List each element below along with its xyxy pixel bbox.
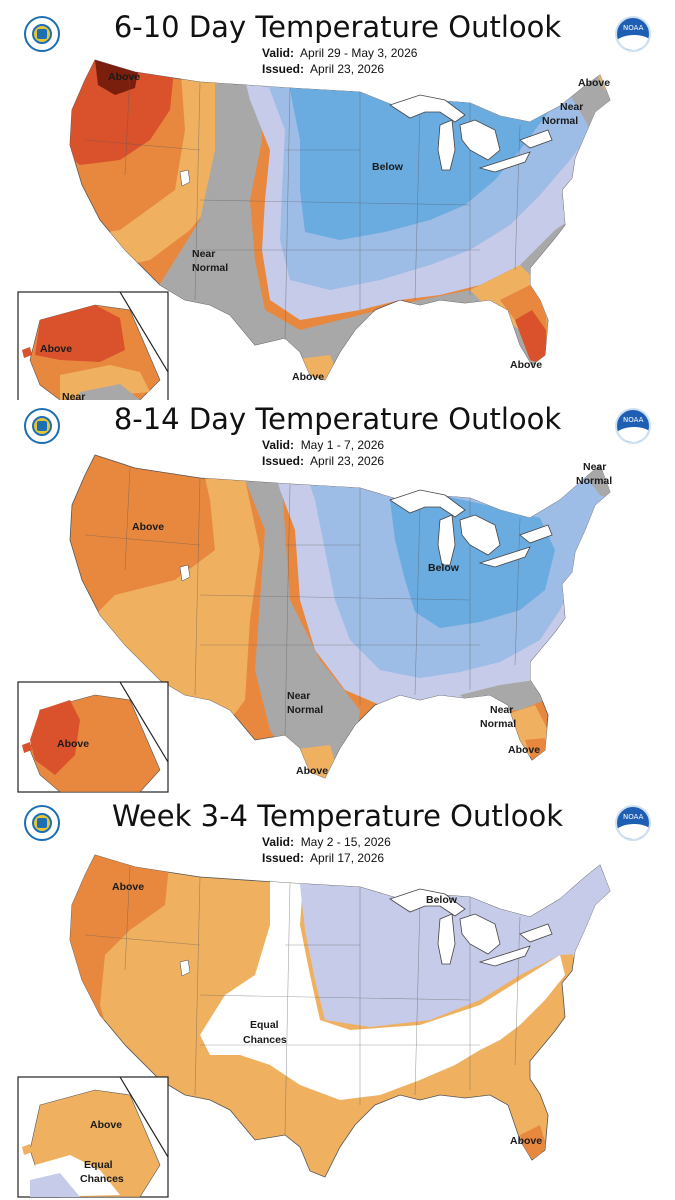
alaska-inset [17, 681, 169, 793]
valid-line: Valid: May 1 - 7, 2026 [262, 438, 384, 452]
noaa-logo [615, 16, 651, 52]
issued-line: Issued: April 23, 2026 [262, 62, 384, 76]
label-ak-above: Above [90, 1119, 122, 1131]
label-near-se-1: Near [490, 704, 513, 716]
issued-date: April 17, 2026 [310, 851, 385, 865]
issued-date: April 23, 2026 [310, 62, 385, 76]
issued-label: Issued: [262, 62, 305, 76]
panel-title: Week 3-4 Temperature Outlook [111, 799, 564, 833]
state-lines [84, 71, 521, 341]
label-near-ne-2: Normal [576, 475, 612, 487]
panel-title: 6-10 Day Temperature Outlook [113, 10, 562, 44]
us-temperature-map-6-10: Above Above Near Normal Below Near Norma… [17, 59, 611, 400]
issued-date: April 23, 2026 [310, 454, 385, 468]
above-strong-fl [515, 310, 546, 365]
salt-lake [179, 959, 191, 977]
doc-seal-logo [24, 805, 60, 841]
label-ak-above: Above [40, 343, 72, 355]
label-above-fl: Above [508, 744, 540, 756]
label-ak-above: Above [57, 738, 89, 750]
label-ak-near: Near [62, 391, 85, 400]
valid-label: Valid: [262, 438, 295, 452]
valid-line: Valid: May 2 - 15, 2026 [262, 835, 391, 849]
issued-line: Issued: April 23, 2026 [262, 454, 384, 468]
valid-label: Valid: [262, 835, 295, 849]
issued-label: Issued: [262, 454, 305, 468]
valid-dates: May 2 - 15, 2026 [300, 835, 391, 849]
us-temperature-map-week-3-4: Above Below Equal Chances Above Above Eq… [17, 854, 611, 1198]
label-below: Below [428, 562, 460, 574]
great-lakes [389, 489, 553, 568]
below-light-north [290, 855, 610, 1027]
noaa-logo [615, 805, 651, 841]
label-above-nw: Above [112, 881, 144, 893]
label-above-fl: Above [510, 1135, 542, 1147]
label-near-sw-1: Near [192, 248, 215, 260]
noaa-logo [615, 408, 651, 444]
label-above-ne: Above [578, 77, 610, 89]
label-near-s-2: Normal [287, 704, 323, 716]
great-lakes [389, 94, 553, 173]
outlook-panel-8-14-day: Above Near Normal Below Near Normal Near… [0, 400, 675, 795]
label-above-fl: Above [510, 359, 542, 371]
near-normal-band [235, 455, 360, 778]
above-strong-nw [70, 60, 175, 165]
doc-seal-logo [24, 408, 60, 444]
alaska-inset [17, 291, 169, 400]
label-below: Below [372, 161, 404, 173]
label-ak-ec-2: Chances [80, 1173, 124, 1185]
label-ak-ec-1: Equal [84, 1159, 113, 1171]
label-near-sw-2: Normal [192, 262, 228, 274]
label-ec-1: Equal [250, 1019, 279, 1031]
valid-dates: May 1 - 7, 2026 [300, 438, 385, 452]
salt-lake [179, 564, 191, 582]
label-above-nw: Above [108, 71, 140, 83]
above-light-band [70, 60, 235, 280]
label-near-s-1: Near [287, 690, 310, 702]
below-strong-band [390, 495, 555, 628]
equal-chances-central [200, 855, 565, 1100]
valid-dates: April 29 - May 3, 2026 [300, 46, 418, 60]
us-temperature-map-8-14: Above Near Normal Below Near Normal Near… [17, 454, 612, 793]
doc-seal-logo [24, 16, 60, 52]
label-near-se-2: Normal [480, 718, 516, 730]
label-above-tx: Above [292, 371, 324, 383]
label-near-ne-2: Normal [542, 115, 578, 127]
salt-lake [179, 169, 191, 187]
outlook-panel-6-10-day: Above Above Near Normal Below Near Norma… [0, 0, 675, 400]
outlook-panel-week-3-4: Above Below Equal Chances Above Above Eq… [0, 795, 675, 1200]
state-lines [84, 866, 521, 1136]
label-above-tx: Above [296, 765, 328, 777]
label-ec-2: Chances [243, 1034, 287, 1046]
alaska-inset [17, 1076, 169, 1198]
great-lakes [389, 888, 553, 967]
label-near-ne-1: Near [583, 461, 606, 473]
panel-title: 8-14 Day Temperature Outlook [113, 402, 562, 436]
issued-label: Issued: [262, 851, 305, 865]
label-above-w: Above [132, 521, 164, 533]
issued-line: Issued: April 17, 2026 [262, 851, 384, 865]
label-below: Below [426, 894, 458, 906]
valid-label: Valid: [262, 46, 295, 60]
valid-line: Valid: April 29 - May 3, 2026 [262, 46, 417, 60]
label-near-ne-1: Near [560, 101, 583, 113]
state-lines [84, 467, 521, 736]
